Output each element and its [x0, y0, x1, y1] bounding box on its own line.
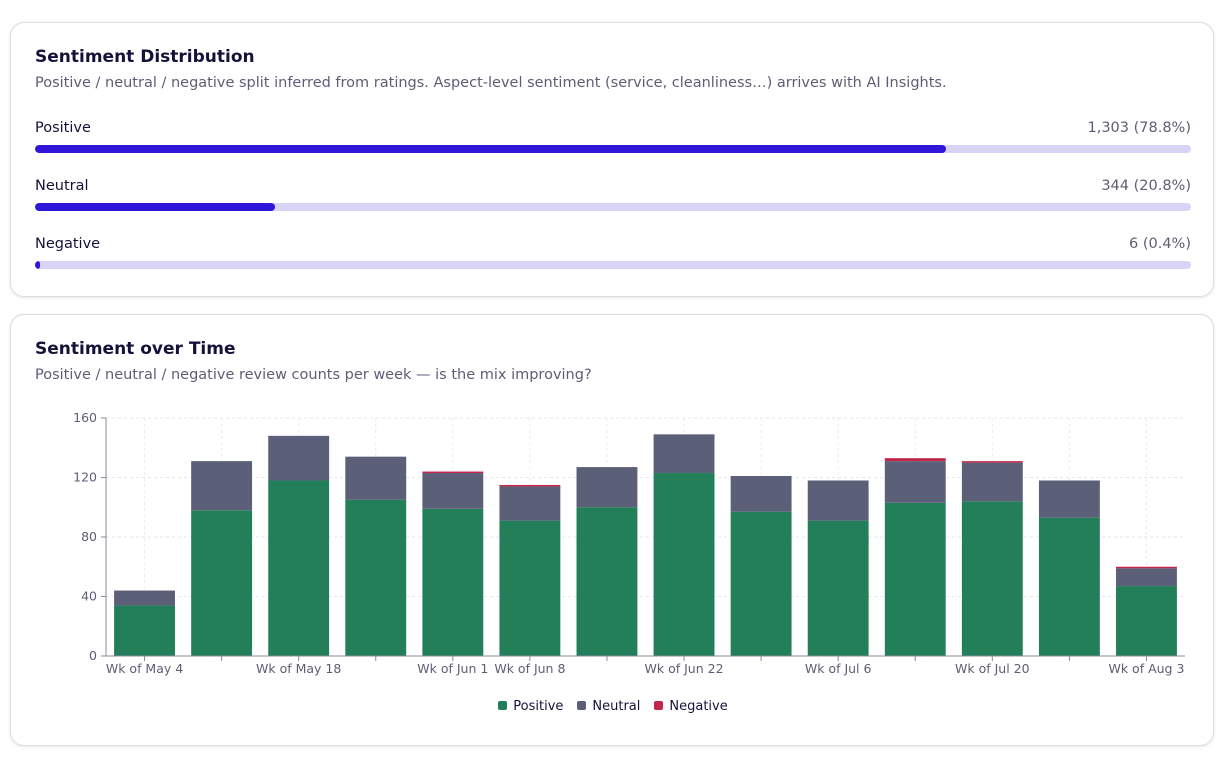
bar-segment-positive	[730, 511, 792, 656]
stacked-bar-chart: 0 40 80 120 160 Wk of May 4 Wk of May 18 Wk of …	[73, 410, 1185, 676]
sentiment-distribution-card: Sentiment Distribution Positive / neutra…	[10, 22, 1214, 297]
bar-segment-neutral	[268, 435, 330, 481]
x-tick-label: Wk of Jun 8	[494, 661, 565, 676]
bar-segment-neutral	[422, 473, 484, 509]
bar-segment-negative	[1116, 566, 1177, 569]
sentiment-label: Positive	[35, 120, 91, 136]
x-tick-label: Wk of Jul 20	[955, 661, 1030, 676]
legend-label: Positive	[513, 699, 564, 714]
bar-segment-neutral	[191, 461, 253, 511]
bar-segment-positive	[961, 501, 1023, 656]
progress-track	[35, 145, 1191, 153]
bar-segment-positive	[345, 499, 407, 656]
bar-segment-negative	[422, 471, 484, 474]
x-tick-label: Wk of Jul 6	[805, 661, 872, 676]
bar-segment-positive	[1116, 586, 1177, 656]
bar-segment-positive	[653, 473, 715, 656]
legend-swatch	[654, 701, 664, 710]
y-tick-label: 40	[81, 589, 97, 604]
y-tick-label: 0	[89, 648, 97, 663]
bar-segment-positive	[499, 520, 561, 656]
distribution-subtitle: Positive / neutral / negative split infe…	[35, 75, 947, 91]
bar-segment-neutral	[730, 476, 792, 512]
bar-segment-neutral	[961, 462, 1023, 502]
bar-segment-neutral	[807, 480, 869, 521]
x-tick-label: Wk of Jun 1	[417, 661, 488, 676]
x-tick-label: Wk of Jun 22	[645, 661, 724, 676]
bar-segment-neutral	[114, 590, 175, 606]
progress-fill	[35, 261, 40, 269]
bar-segment-neutral	[576, 467, 638, 508]
legend-item-negative[interactable]: Negative	[654, 699, 728, 714]
progress-fill	[35, 203, 276, 211]
sentiment-value: 344 (20.8%)	[1101, 178, 1191, 194]
chart-legend: Positive Neutral Negative	[11, 699, 1215, 714]
y-tick-label: 120	[73, 470, 97, 485]
bar-segment-neutral	[499, 486, 561, 521]
progress-track	[35, 203, 1191, 211]
bar-segment-neutral	[884, 461, 946, 503]
legend-swatch	[498, 701, 508, 710]
legend-item-neutral[interactable]: Neutral	[577, 699, 640, 714]
legend-swatch	[577, 701, 587, 710]
y-tick-label: 160	[73, 410, 97, 425]
x-tick-label: Wk of May 4	[106, 661, 183, 676]
y-tick-label: 80	[81, 529, 97, 544]
x-tick-label: Wk of May 18	[256, 661, 341, 676]
bar-segment-positive	[268, 480, 330, 656]
bar-segment-negative	[884, 458, 946, 462]
bar-segment-positive	[114, 605, 175, 656]
legend-label: Neutral	[592, 699, 641, 714]
x-tick-label: Wk of Aug 3	[1108, 661, 1184, 676]
bar-segment-positive	[807, 520, 869, 656]
timeline-subtitle: Positive / neutral / negative review cou…	[35, 367, 592, 383]
sentiment-over-time-card: Sentiment over Time Positive / neutral /…	[10, 314, 1214, 746]
sentiment-row-negative: Negative 6 (0.4%)	[35, 236, 1191, 282]
bar-segment-positive	[191, 510, 253, 656]
bar-segment-positive	[422, 508, 484, 656]
legend-label: Negative	[669, 699, 728, 714]
bar-segment-positive	[884, 502, 946, 656]
bar-segment-neutral	[653, 434, 715, 474]
sentiment-value: 1,303 (78.8%)	[1087, 120, 1192, 136]
bar-segment-neutral	[1038, 480, 1100, 518]
bar-segment-neutral	[1116, 568, 1177, 587]
sentiment-label: Neutral	[35, 178, 89, 194]
sentiment-value: 6 (0.4%)	[1129, 236, 1191, 252]
legend-item-positive[interactable]: Positive	[498, 699, 563, 714]
progress-track	[35, 261, 1191, 269]
sentiment-row-positive: Positive 1,303 (78.8%)	[35, 120, 1191, 166]
sentiment-row-neutral: Neutral 344 (20.8%)	[35, 178, 1191, 224]
bar-segment-negative	[499, 484, 561, 487]
bar-segment-neutral	[345, 456, 407, 500]
sentiment-label: Negative	[35, 236, 101, 252]
timeline-title: Sentiment over Time	[35, 339, 236, 359]
progress-fill	[35, 145, 946, 153]
distribution-title: Sentiment Distribution	[35, 47, 255, 67]
bar-segment-positive	[1038, 517, 1100, 656]
bar-segment-negative	[961, 461, 1023, 463]
bar-segment-positive	[576, 507, 638, 656]
